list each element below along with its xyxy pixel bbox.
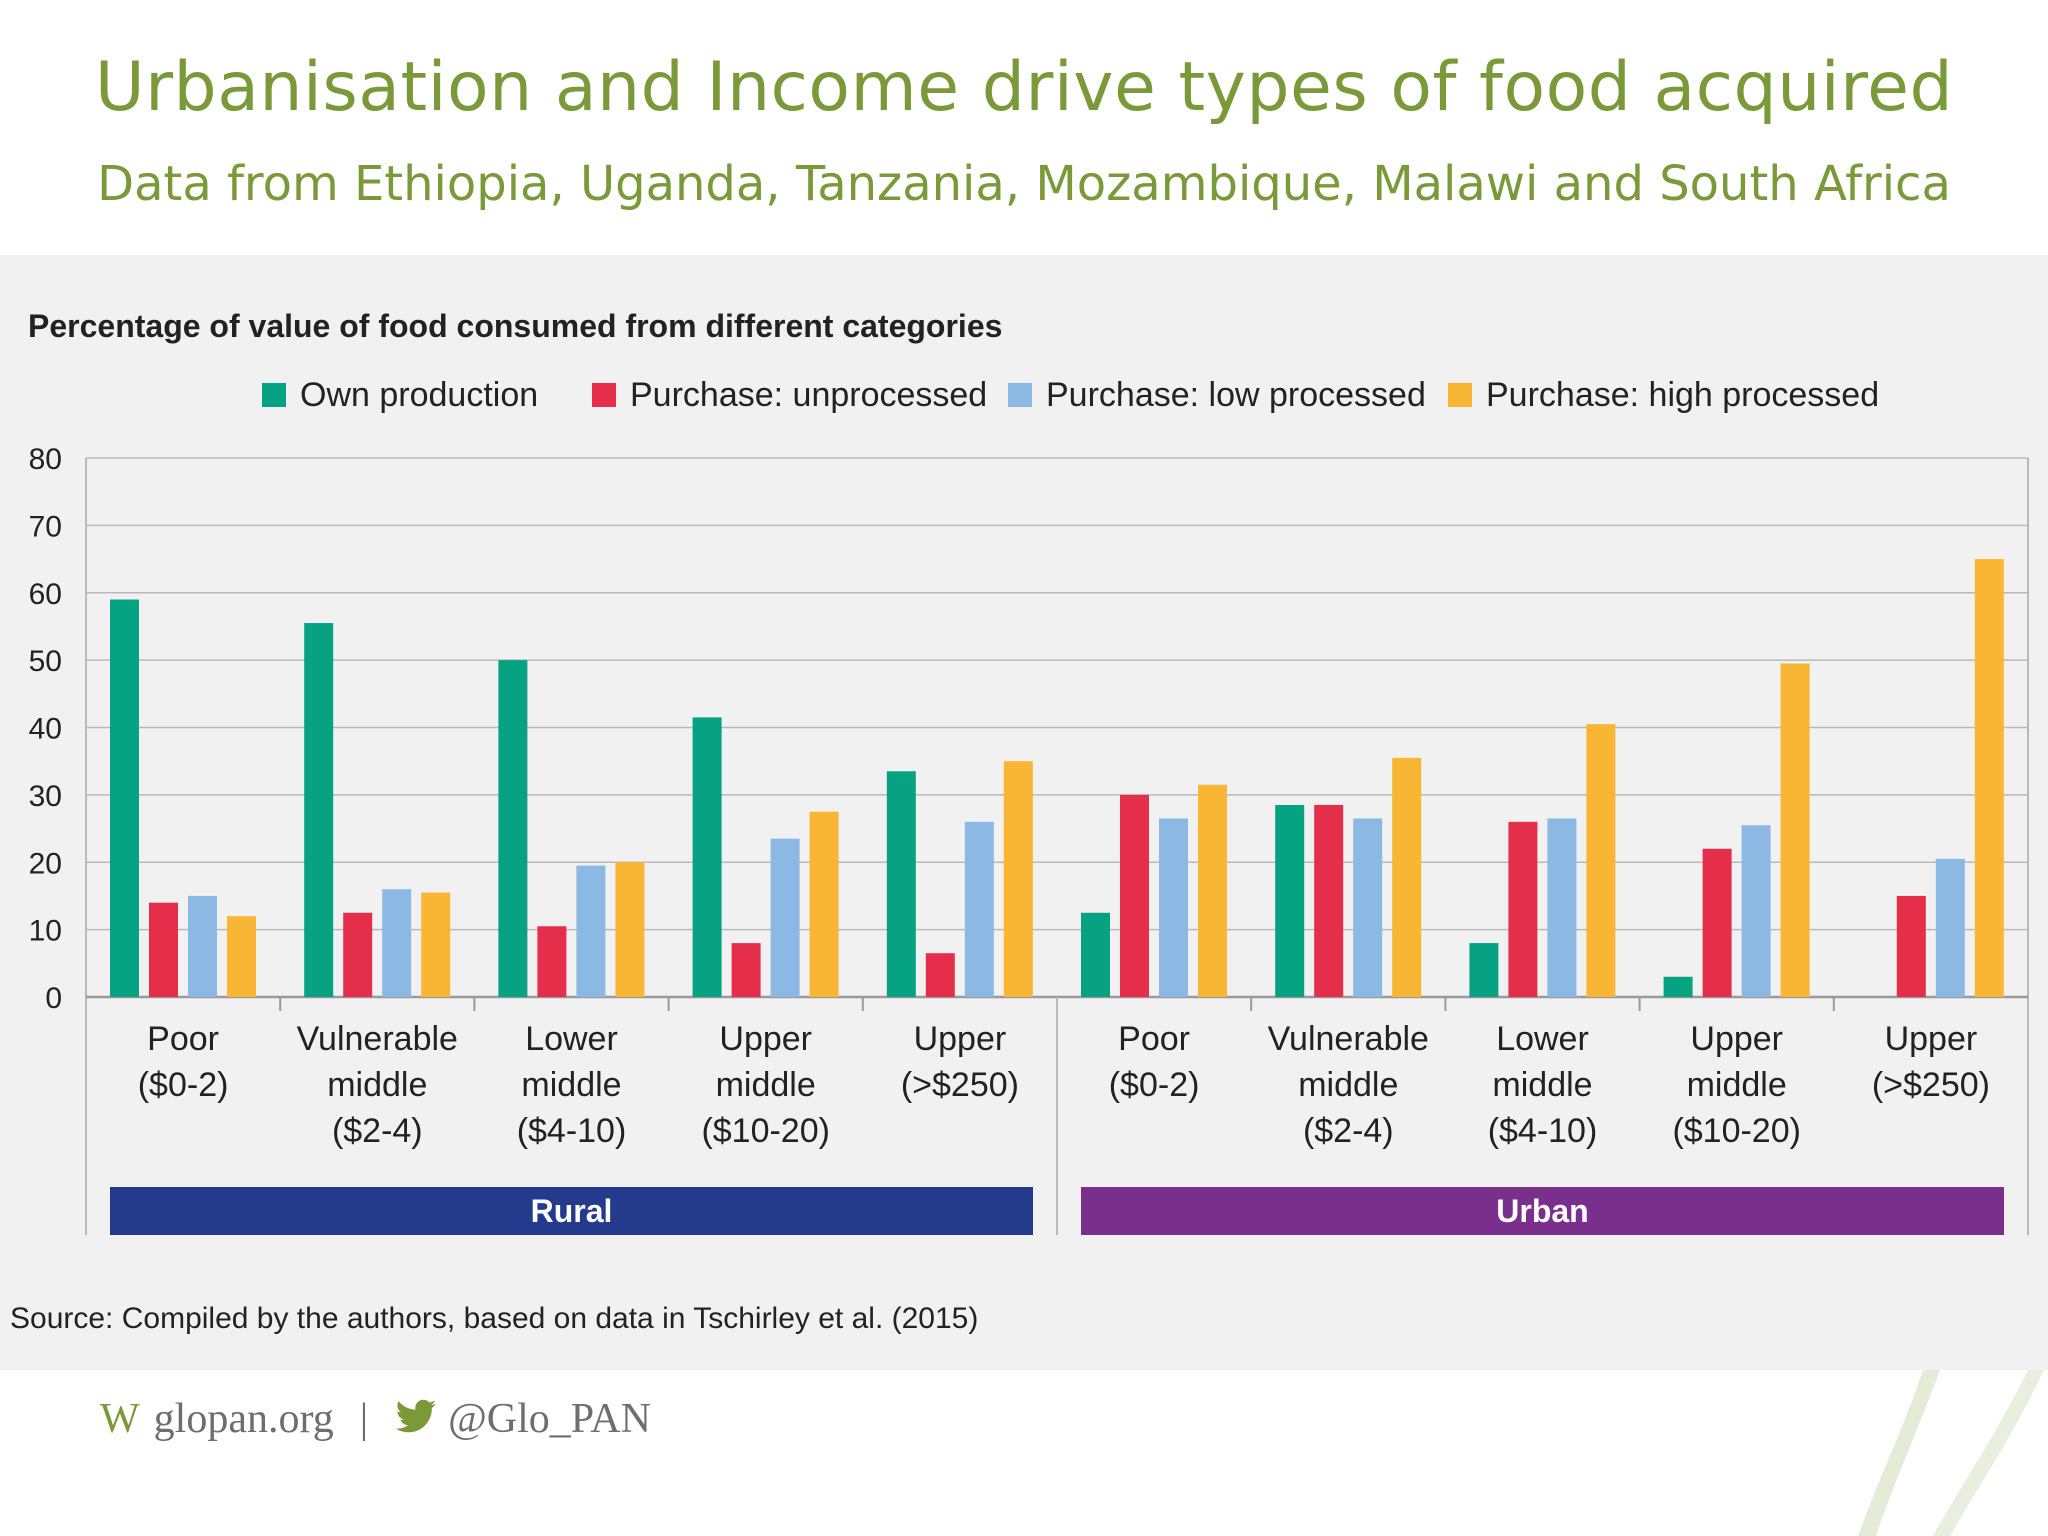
category-label: Upper (914, 1020, 1007, 1058)
bar (1314, 804, 1344, 997)
category-label: Upper (719, 1020, 812, 1058)
category-label: middle (1298, 1066, 1398, 1104)
category-label: middle (1687, 1066, 1787, 1104)
bar (964, 821, 994, 997)
bar (1508, 821, 1538, 997)
slide-title: Urbanisation and Income drive types of f… (94, 48, 1954, 127)
footer: W glopan.org | @Glo_PAN (100, 1395, 651, 1443)
category-label: Lower (1496, 1020, 1589, 1058)
group-label: Urban (1496, 1193, 1588, 1229)
chart-panel: Percentage of value of food consumed fro… (0, 255, 2048, 1370)
chart-title: Percentage of value of food consumed fro… (28, 308, 1002, 344)
category-label: ($10-20) (701, 1112, 830, 1150)
category-label: Lower (525, 1020, 618, 1058)
twitter-bird-icon (394, 1399, 438, 1439)
legend-swatch-2 (1008, 383, 1032, 407)
bar (149, 902, 178, 997)
category-label: ($0-2) (138, 1066, 229, 1104)
y-tick-label: 10 (29, 915, 62, 948)
bar (1896, 895, 1926, 997)
legend-label-0: Own production (300, 376, 538, 414)
group-band-urban (1081, 1187, 2004, 1235)
bar (537, 926, 567, 997)
category-label: Vulnerable (1268, 1020, 1429, 1058)
category-label: ($4-10) (1488, 1112, 1598, 1150)
category-label: (>$250) (1872, 1066, 1990, 1104)
y-tick-label: 40 (29, 713, 62, 746)
y-tick-label: 70 (29, 510, 62, 543)
y-tick-label: 20 (29, 847, 62, 880)
category-label: Vulnerable (297, 1020, 458, 1058)
bar (1198, 784, 1227, 997)
twitter-handle[interactable]: @Glo_PAN (448, 1396, 651, 1442)
legend-label-1: Purchase: unprocessed (630, 376, 987, 414)
category-label: Upper (1885, 1020, 1978, 1058)
bar (1392, 757, 1422, 997)
bar (731, 943, 761, 997)
group-band-rural (110, 1187, 1033, 1235)
bar (886, 771, 916, 997)
bar (1275, 804, 1305, 997)
y-tick-label: 60 (29, 578, 62, 611)
bar (615, 862, 645, 997)
chart-source: Source: Compiled by the authors, based o… (10, 1302, 978, 1335)
bar (1974, 559, 2004, 997)
bar (382, 889, 412, 997)
bar (692, 717, 722, 997)
category-label: middle (716, 1066, 816, 1104)
y-tick-label: 0 (45, 982, 62, 1015)
bar (343, 912, 373, 997)
bar (227, 916, 256, 997)
legend-swatch-0 (262, 383, 286, 407)
category-label: ($2-4) (332, 1112, 423, 1150)
chart: Percentage of value of food consumed fro… (10, 308, 2029, 1335)
bar (1586, 724, 1616, 997)
bar (188, 895, 217, 997)
footer-separator: | (359, 1396, 369, 1442)
bar (110, 599, 139, 997)
bar (1780, 663, 1810, 997)
bar (809, 811, 839, 997)
bar (1935, 858, 1965, 997)
category-label: middle (1492, 1066, 1592, 1104)
bar (1159, 818, 1188, 997)
y-tick-label: 80 (29, 443, 62, 476)
bar (421, 892, 451, 997)
category-label: ($2-4) (1303, 1112, 1394, 1150)
bar (1702, 848, 1732, 997)
category-label: Upper (1690, 1020, 1783, 1058)
bar (1003, 761, 1033, 997)
bar (770, 838, 800, 997)
legend-label-3: Purchase: high processed (1486, 376, 1879, 414)
category-label: ($10-20) (1672, 1112, 1801, 1150)
bar (925, 953, 955, 997)
y-tick-label: 30 (29, 780, 62, 813)
bar (1353, 818, 1383, 997)
legend-label-2: Purchase: low processed (1046, 376, 1426, 414)
bar (1741, 825, 1771, 997)
bar (1547, 818, 1577, 997)
legend-swatch-3 (1448, 383, 1472, 407)
category-label: ($4-10) (517, 1112, 627, 1150)
legend-swatch-1 (592, 383, 616, 407)
slide-subtitle: Data from Ethiopia, Uganda, Tanzania, Mo… (97, 156, 1951, 212)
category-label: Poor (1118, 1020, 1190, 1058)
bar (1469, 943, 1499, 997)
category-label: (>$250) (901, 1066, 1019, 1104)
category-label: middle (327, 1066, 427, 1104)
category-label: ($0-2) (1109, 1066, 1200, 1104)
group-label: Rural (531, 1193, 613, 1229)
website-link[interactable]: glopan.org (153, 1396, 334, 1442)
bar (576, 865, 606, 997)
y-tick-label: 50 (29, 645, 62, 678)
bar (304, 623, 334, 997)
bar (1663, 976, 1693, 997)
leaf-decoration (1858, 1370, 2044, 1536)
category-label: middle (521, 1066, 621, 1104)
category-label: Poor (147, 1020, 219, 1058)
bar (1120, 794, 1149, 997)
bar (1081, 912, 1110, 997)
web-mark: W (100, 1396, 140, 1442)
bar (498, 660, 528, 997)
